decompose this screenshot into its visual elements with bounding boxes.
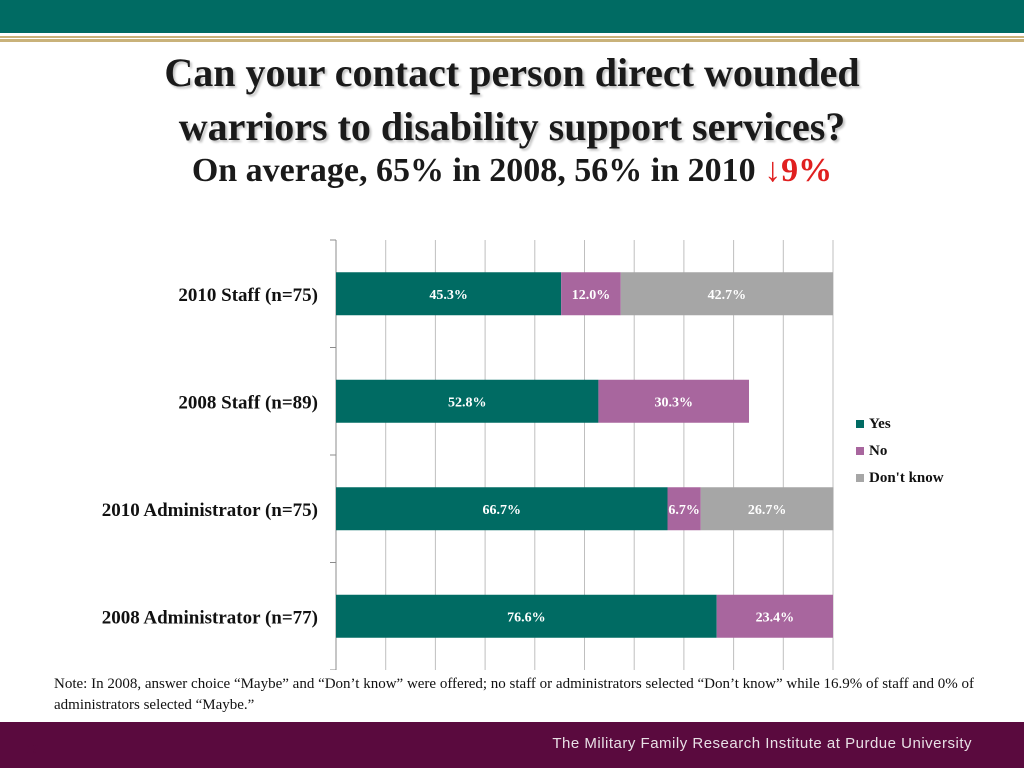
- bar-don-t-know: [700, 487, 834, 531]
- category-label: 2010 Administrator (n=75): [102, 500, 318, 521]
- data-label: 52.8%: [448, 395, 487, 410]
- data-label: 30.3%: [654, 395, 693, 410]
- header-band: [0, 0, 1024, 33]
- bar-yes: [336, 487, 668, 531]
- down-arrow-icon: ↓: [764, 152, 782, 189]
- data-label: 45.3%: [429, 288, 468, 303]
- bar-no: [716, 594, 833, 638]
- footer-band: 19 The Military Family Research Institut…: [0, 722, 1024, 768]
- category-label: 2008 Administrator (n=77): [102, 607, 318, 628]
- data-label: 26.7%: [748, 503, 787, 518]
- subtitle-text: On average, 65% in 2008, 56% in 2010: [191, 152, 756, 189]
- slide-title: Can your contact person direct wounded w…: [0, 46, 1024, 154]
- legend-swatch: [856, 474, 864, 482]
- data-label: 23.4%: [756, 610, 795, 625]
- legend-swatch: [856, 447, 864, 455]
- subtitle-change: 9%: [781, 152, 833, 189]
- legend-label: Yes: [869, 416, 891, 432]
- bar-don-t-know: [620, 272, 833, 316]
- category-label: 2010 Staff (n=75): [178, 285, 318, 306]
- bar-yes: [336, 379, 599, 423]
- bar-no: [561, 272, 621, 316]
- page-number: 19: [26, 741, 39, 756]
- bar-yes: [336, 594, 717, 638]
- legend-label: No: [869, 443, 887, 459]
- footnote: Note: In 2008, answer choice “Maybe” and…: [54, 676, 974, 713]
- data-label: 6.7%: [668, 503, 700, 518]
- title-line-2: warriors to disability support services?: [178, 104, 846, 149]
- bar-no: [598, 379, 750, 423]
- header-gold-stripe: [0, 36, 1024, 42]
- title-line-1: Can your contact person direct wounded: [164, 50, 860, 95]
- stacked-bar-chart: 2010 Staff (n=75) 45.3% 12.0% 42.7% 2008 Sta…: [102, 239, 944, 670]
- category-label: 2008 Staff (n=89): [178, 392, 318, 413]
- legend-swatch: [856, 420, 864, 428]
- legend-label: Don't know: [869, 470, 944, 486]
- data-label: 76.6%: [507, 610, 546, 625]
- bar-yes: [336, 272, 562, 316]
- data-label: 12.0%: [572, 288, 611, 303]
- data-label: 66.7%: [482, 503, 521, 518]
- slide-subtitle: On average, 65% in 2008, 56% in 2010 ↓9%: [0, 152, 1024, 190]
- data-label: 42.7%: [708, 288, 747, 303]
- organization-name: The Military Family Research Institute a…: [552, 735, 972, 752]
- bar-no: [667, 487, 701, 531]
